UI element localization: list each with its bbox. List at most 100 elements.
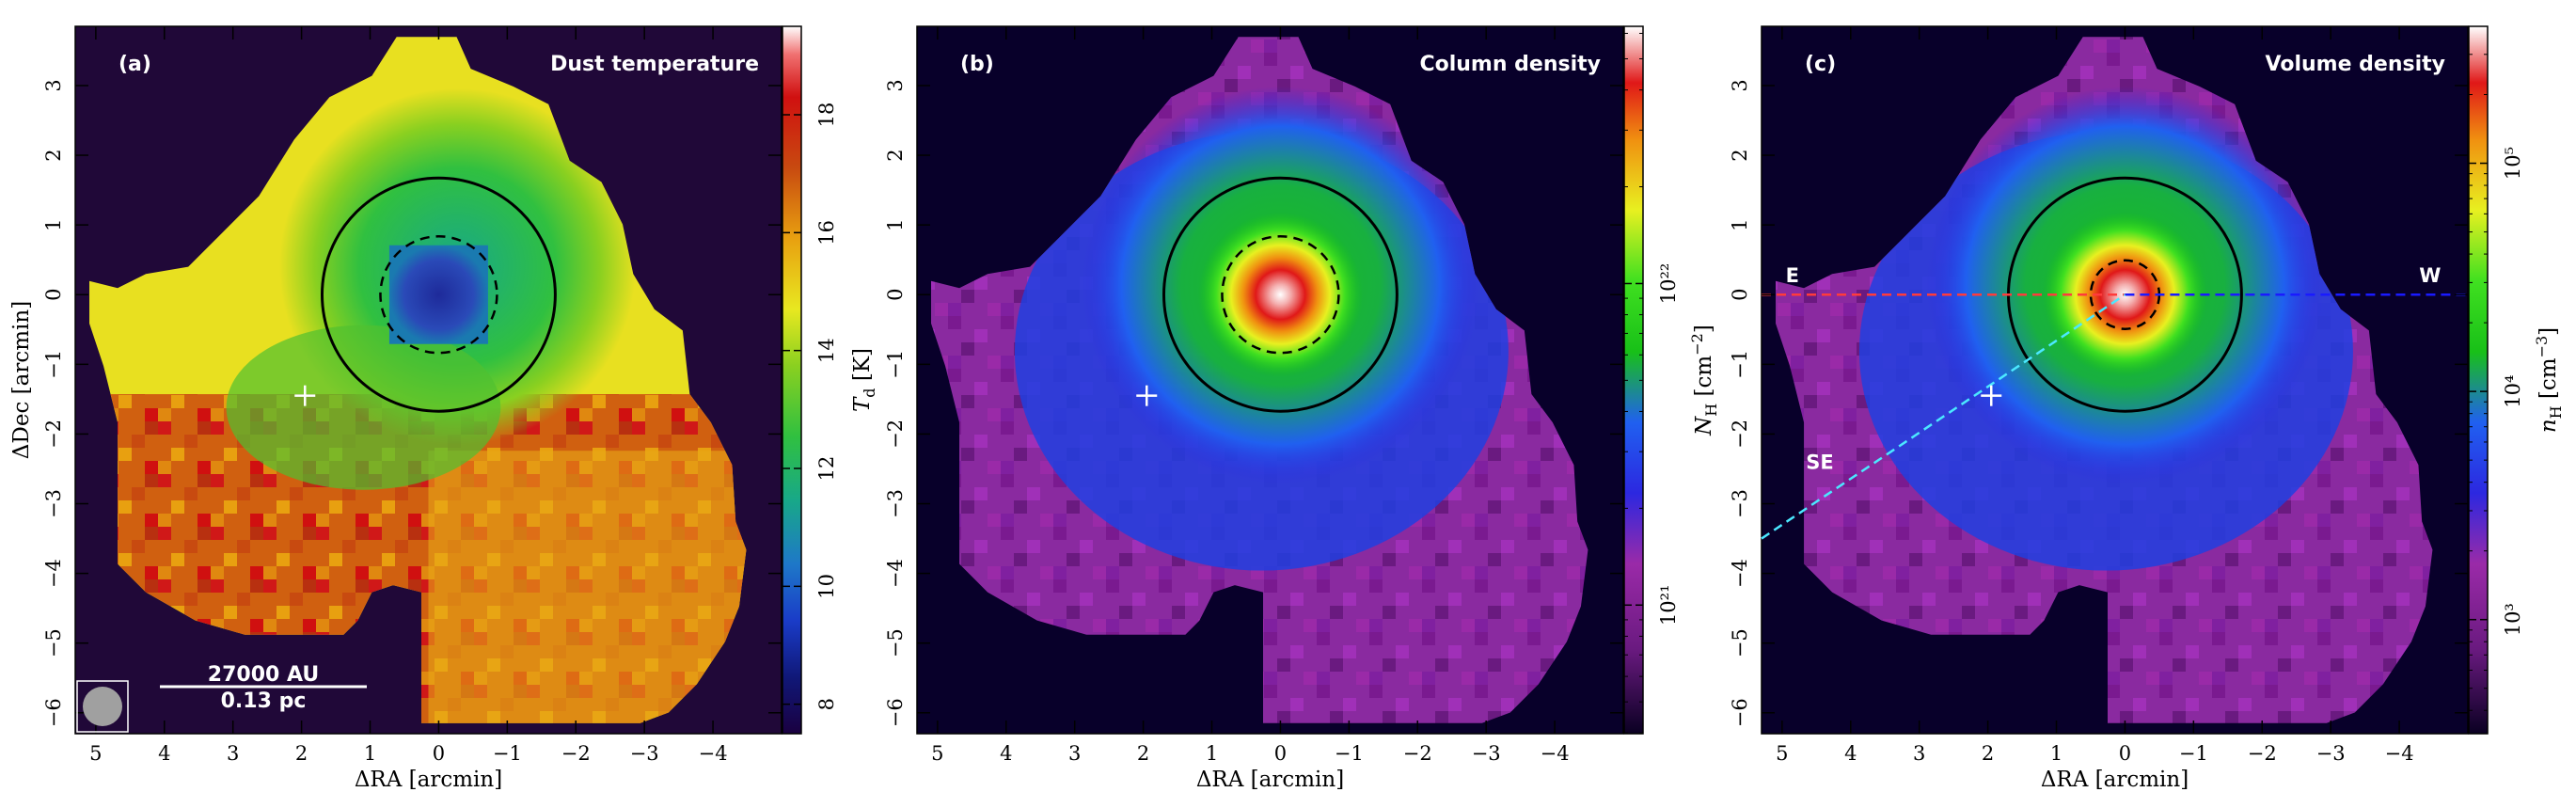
colorbar — [2468, 25, 2489, 735]
y-tick-label: −3 — [884, 489, 907, 518]
y-tick-label: 1 — [884, 218, 907, 230]
scale-bar-bottom-label: 0.13 pc — [221, 689, 307, 713]
x-tick-label: −4 — [2385, 742, 2414, 765]
y-axis-label: ΔDec [arcmin] — [9, 301, 34, 459]
cut-label-e: E — [1786, 264, 1799, 287]
colorbar-tick-label: 10⁵ — [2502, 147, 2524, 180]
x-axis-label: ΔRA [arcmin] — [355, 768, 502, 792]
colorbar-tick-label: 18 — [815, 103, 838, 128]
x-tick-label: −4 — [1541, 742, 1570, 765]
y-tick-label: 3 — [1729, 79, 1751, 91]
y-tick-label: −2 — [42, 420, 65, 449]
x-axis-label: ΔRA [arcmin] — [2041, 768, 2189, 792]
x-tick-label: 5 — [89, 742, 102, 765]
x-tick-label: −1 — [2179, 742, 2208, 765]
inner-dashed-circle — [379, 235, 498, 355]
y-tick-label: −3 — [1729, 489, 1751, 518]
x-tick-label: 3 — [1068, 742, 1081, 765]
x-tick-label: 1 — [364, 742, 376, 765]
x-axis-label: ΔRA [arcmin] — [1196, 768, 1344, 792]
x-tick-label: 1 — [1206, 742, 1218, 765]
panel-title: Column density — [1419, 53, 1601, 76]
colorbar-tick-label: 12 — [815, 456, 838, 482]
x-tick-label: −1 — [493, 742, 522, 765]
x-tick-label: 3 — [1913, 742, 1925, 765]
colorbar-tick-label: 10²² — [1657, 263, 1680, 305]
y-tick-label: 0 — [42, 289, 65, 301]
panel-3: E W SE (c) Volume density 5 4 3 2 1 0 −1 −2 −3 −4 3 2 1 0 −… — [1729, 25, 2565, 792]
cut-line-se — [1761, 293, 2126, 540]
x-tick-label: −2 — [2248, 742, 2277, 765]
panel-label: (b) — [960, 53, 994, 76]
y-tick-label: −5 — [884, 628, 907, 657]
aperture-circle — [1162, 176, 1399, 413]
scale-bar-top-label: 27000 AU — [208, 663, 319, 687]
y-tick-label: 1 — [42, 218, 65, 230]
colorbar-tick-label: 10²¹ — [1657, 584, 1680, 626]
colorbar-tick-label: 16 — [815, 220, 838, 246]
colorbar — [782, 25, 802, 735]
plot-frame — [916, 25, 1624, 735]
panel-label: (a) — [119, 53, 151, 76]
beam-box — [76, 680, 129, 733]
x-tick-label: 2 — [295, 742, 308, 765]
x-tick-label: 4 — [158, 742, 170, 765]
y-tick-label: −4 — [1729, 559, 1751, 588]
x-tick-label: −2 — [1403, 742, 1432, 765]
y-tick-label: −1 — [1729, 350, 1751, 379]
y-tick-label: 3 — [884, 79, 907, 91]
x-tick-label: 0 — [433, 742, 445, 765]
y-tick-label: 0 — [1729, 289, 1751, 301]
x-tick-label: −4 — [699, 742, 728, 765]
y-tick-label: 2 — [1729, 149, 1751, 161]
plot-frame — [1761, 25, 2469, 735]
aperture-circle — [320, 176, 557, 413]
panel-title: Dust temperature — [550, 53, 759, 76]
y-tick-label: −1 — [884, 350, 907, 379]
y-tick-label: −6 — [42, 698, 65, 727]
x-tick-label: 0 — [2119, 742, 2131, 765]
x-tick-label: 1 — [2050, 742, 2062, 765]
y-tick-label: −5 — [1729, 628, 1751, 657]
y-tick-label: −6 — [884, 698, 907, 727]
x-tick-label: −3 — [2316, 742, 2346, 765]
colorbar-label: NH [cm−2] — [1688, 325, 1720, 436]
y-tick-label: −3 — [42, 489, 65, 518]
y-tick-label: 2 — [42, 149, 65, 161]
x-tick-label: 0 — [1274, 742, 1287, 765]
x-tick-label: −3 — [630, 742, 659, 765]
colorbar-tick-label: 14 — [815, 338, 838, 363]
y-tick-label: −2 — [884, 420, 907, 449]
x-tick-label: 5 — [1776, 742, 1788, 765]
colorbar-tick-label: 10 — [815, 574, 838, 599]
y-tick-label: 0 — [884, 289, 907, 301]
x-tick-label: 4 — [1000, 742, 1012, 765]
y-tick-label: 3 — [42, 79, 65, 91]
panel-2: (b) Column density 5 4 3 2 1 0 −1 −2 −3 −4 3 2 1 0 −1 −2 −… — [884, 25, 1720, 792]
colorbar-tick-label: 10⁴ — [2502, 375, 2524, 408]
x-tick-label: 3 — [227, 742, 239, 765]
panel-label: (c) — [1805, 53, 1836, 76]
y-tick-label: −6 — [1729, 698, 1751, 727]
colorbar-tick-label: 10³ — [2502, 603, 2524, 636]
panel-title: Volume density — [2266, 53, 2445, 76]
x-tick-label: −3 — [1472, 742, 1501, 765]
plot-frame — [74, 25, 782, 735]
x-tick-label: −1 — [1335, 742, 1364, 765]
x-tick-label: −2 — [561, 742, 591, 765]
x-tick-label: 2 — [1982, 742, 1994, 765]
x-tick-label: 2 — [1137, 742, 1149, 765]
colorbar-label: Td [K] — [850, 348, 878, 412]
y-tick-label: −5 — [42, 628, 65, 657]
y-tick-label: −4 — [42, 559, 65, 588]
x-tick-label: 4 — [1844, 742, 1857, 765]
y-tick-label: 2 — [884, 149, 907, 161]
y-tick-label: 1 — [1729, 218, 1751, 230]
colorbar-tick-label: 8 — [815, 698, 838, 710]
beam-circle — [83, 687, 122, 726]
cut-label-w: W — [2419, 264, 2441, 287]
colorbar-label: nH [cm−3] — [2533, 327, 2565, 433]
y-tick-label: −2 — [1729, 420, 1751, 449]
